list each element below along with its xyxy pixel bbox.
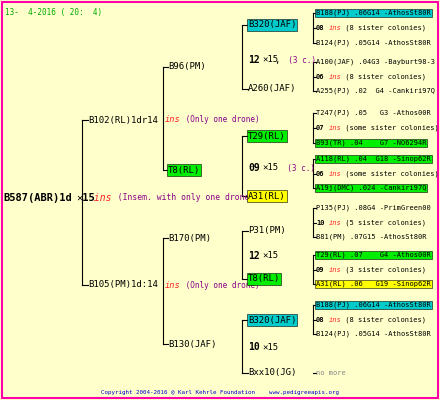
Text: ✕15: ✕15 [76, 193, 95, 203]
Text: (5 sister colonies): (5 sister colonies) [341, 220, 426, 226]
Text: ,: , [274, 56, 279, 64]
Text: 07: 07 [316, 125, 324, 131]
Text: (some sister colonies): (some sister colonies) [341, 171, 439, 177]
Text: 08: 08 [316, 25, 324, 31]
Text: A31(RL) .06   G19 -Sinop62R: A31(RL) .06 G19 -Sinop62R [316, 281, 431, 287]
Text: B81(PM) .07G15 -AthosSt80R: B81(PM) .07G15 -AthosSt80R [316, 234, 426, 240]
Text: B102(RL)1dr14: B102(RL)1dr14 [88, 116, 158, 124]
Text: 10: 10 [248, 342, 260, 352]
Text: T29(RL): T29(RL) [248, 132, 286, 140]
Text: (some sister colonies): (some sister colonies) [341, 125, 439, 131]
Text: B587(ABR)1d: B587(ABR)1d [3, 193, 72, 203]
Text: ins: ins [329, 220, 342, 226]
Text: B320(JAF): B320(JAF) [248, 20, 297, 30]
Text: B130(JAF): B130(JAF) [168, 340, 216, 348]
Text: Bxx10(JG): Bxx10(JG) [248, 368, 297, 378]
Text: no more: no more [316, 370, 346, 376]
Text: A31(RL): A31(RL) [248, 192, 286, 200]
Text: (3 c.): (3 c.) [279, 56, 316, 64]
Text: 09: 09 [316, 267, 324, 273]
Text: A19j(DMC) .024 -Cankiri97Q: A19j(DMC) .024 -Cankiri97Q [316, 185, 426, 191]
Text: (Only one drone): (Only one drone) [181, 280, 260, 290]
Text: T8(RL): T8(RL) [248, 274, 280, 284]
Text: A260(JAF): A260(JAF) [248, 84, 297, 94]
Text: 13-  4-2016 ( 20:  4): 13- 4-2016 ( 20: 4) [5, 8, 102, 17]
Text: 09: 09 [248, 163, 260, 173]
Text: ins: ins [329, 125, 342, 131]
Text: 06: 06 [316, 171, 324, 177]
Text: ✕15: ✕15 [262, 342, 278, 352]
Text: A118(RL) .04  G18 -Sinop62R: A118(RL) .04 G18 -Sinop62R [316, 156, 431, 162]
Text: ✕15: ✕15 [262, 164, 278, 172]
Text: ins: ins [165, 280, 181, 290]
Text: ins: ins [329, 25, 342, 31]
Text: B188(PJ) .06G14 -AthosSt80R: B188(PJ) .06G14 -AthosSt80R [316, 10, 431, 16]
Text: ins: ins [88, 193, 111, 203]
Text: B188(PJ) .06G14 -AthosSt80R: B188(PJ) .06G14 -AthosSt80R [316, 302, 431, 308]
Text: A255(PJ) .02  G4 -Cankiri97Q: A255(PJ) .02 G4 -Cankiri97Q [316, 88, 435, 94]
Text: (3 c.): (3 c.) [278, 164, 315, 172]
Text: T8(RL): T8(RL) [168, 166, 200, 174]
Text: B170(PM): B170(PM) [168, 234, 211, 242]
Text: 12: 12 [248, 251, 260, 261]
Text: 08: 08 [316, 317, 324, 323]
Text: ins: ins [329, 317, 342, 323]
Text: ins: ins [165, 116, 181, 124]
Text: ins: ins [329, 74, 342, 80]
Text: Copyright 2004-2016 @ Karl Kehrle Foundation    www.pedigreeapis.org: Copyright 2004-2016 @ Karl Kehrle Founda… [101, 390, 339, 395]
Text: P135(PJ) .08G4 -PrimGreen00: P135(PJ) .08G4 -PrimGreen00 [316, 205, 431, 211]
Text: B320(JAF): B320(JAF) [248, 316, 297, 324]
Text: B124(PJ) .05G14 -AthosSt80R: B124(PJ) .05G14 -AthosSt80R [316, 331, 431, 337]
Text: T29(RL) .07    G4 -Athos00R: T29(RL) .07 G4 -Athos00R [316, 252, 431, 258]
Text: A100(JAF) .04G3 -Bayburt98-3: A100(JAF) .04G3 -Bayburt98-3 [316, 59, 435, 65]
Text: P31(PM): P31(PM) [248, 226, 286, 236]
Text: B124(PJ) .05G14 -AthosSt80R: B124(PJ) .05G14 -AthosSt80R [316, 40, 431, 46]
Text: 10: 10 [316, 220, 324, 226]
Text: (8 sister colonies): (8 sister colonies) [341, 25, 426, 31]
Text: (8 sister colonies): (8 sister colonies) [341, 317, 426, 323]
Text: 12: 12 [248, 55, 260, 65]
Text: ins: ins [329, 267, 342, 273]
Text: B96(PM): B96(PM) [168, 62, 205, 72]
Text: 06: 06 [316, 74, 324, 80]
Text: ✕15: ✕15 [262, 252, 278, 260]
Text: (3 sister colonies): (3 sister colonies) [341, 267, 426, 273]
Text: T247(PJ) .05   G3 -Athos00R: T247(PJ) .05 G3 -Athos00R [316, 110, 431, 116]
Text: ✕15: ✕15 [262, 56, 278, 64]
Text: B93(TR) .04    G7 -NO6294R: B93(TR) .04 G7 -NO6294R [316, 140, 426, 146]
Text: (8 sister colonies): (8 sister colonies) [341, 74, 426, 80]
Text: ins: ins [329, 171, 342, 177]
Text: (Only one drone): (Only one drone) [181, 116, 260, 124]
Text: (Insem. with only one drone): (Insem. with only one drone) [108, 194, 254, 202]
Text: B105(PM)1d:14: B105(PM)1d:14 [88, 280, 158, 290]
